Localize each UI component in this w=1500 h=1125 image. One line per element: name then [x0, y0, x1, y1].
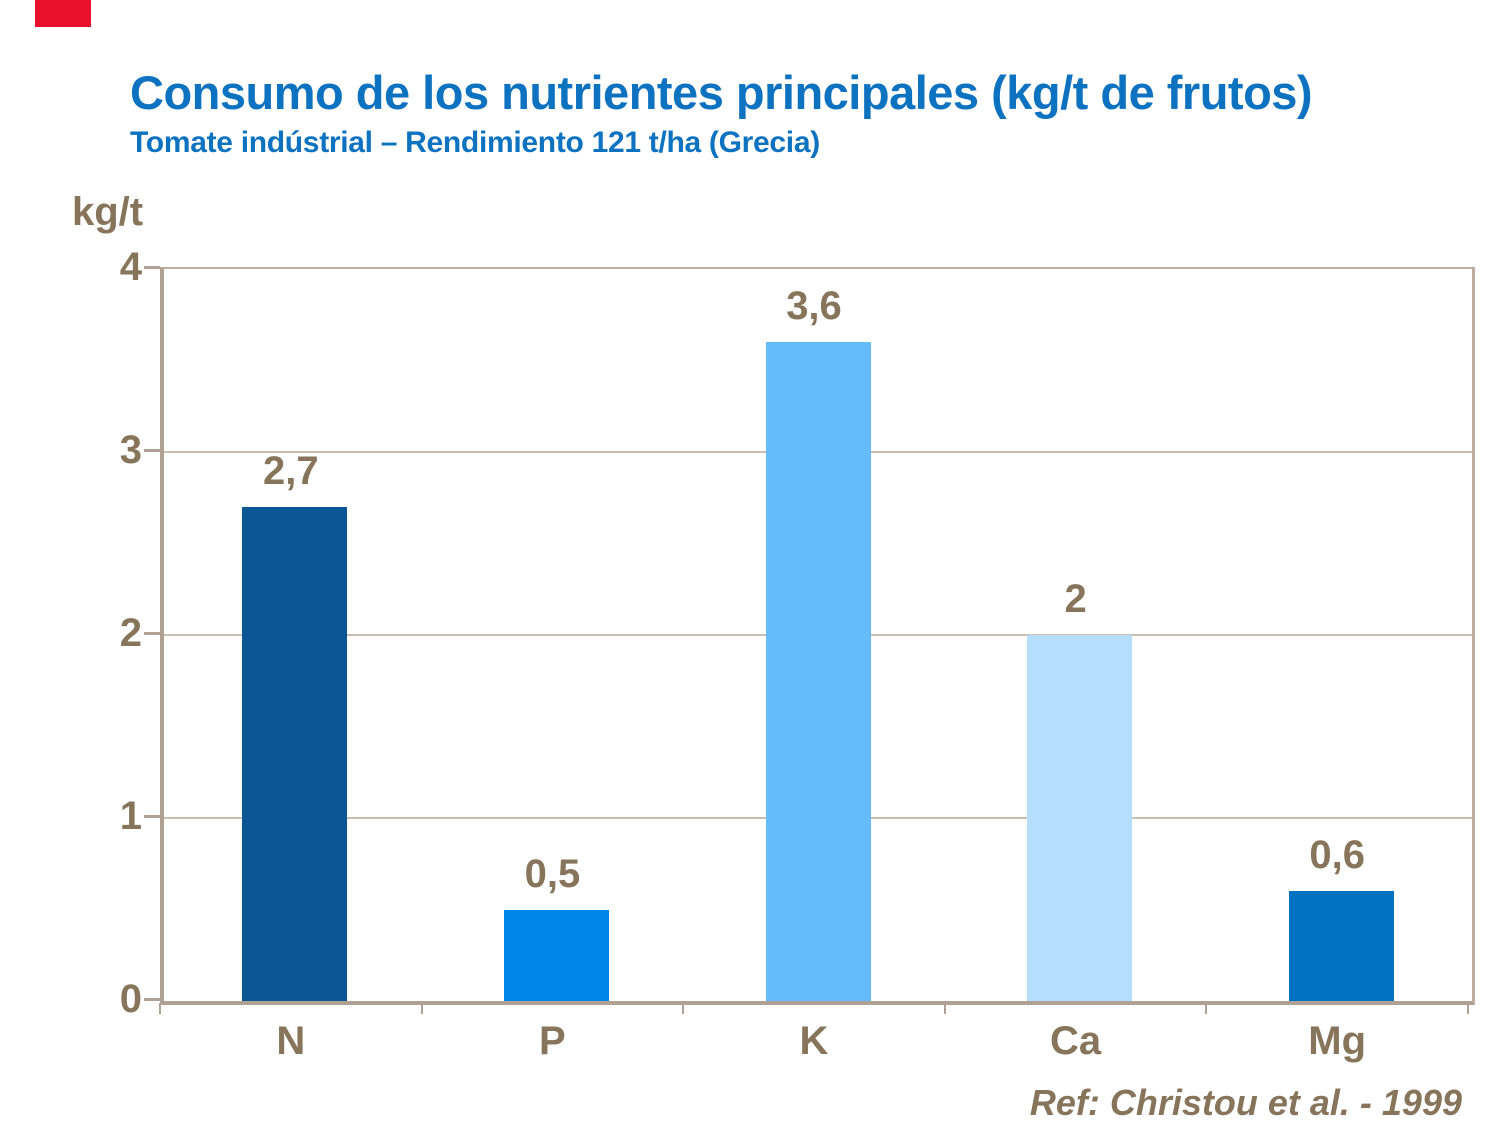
value-label-Mg: 0,6 [1309, 833, 1365, 878]
chart-title: Consumo de los nutrientes principales (k… [130, 66, 1313, 119]
bar-Ca [1027, 635, 1133, 1001]
value-label-N: 2,7 [262, 448, 319, 493]
y-axis-unit-label: kg/t [72, 190, 144, 234]
y-axis-tick-mark-3 [144, 449, 160, 452]
y-axis-tick-mark-0 [144, 998, 160, 1001]
y-axis-tick-label-3: 3 [119, 428, 142, 472]
bar-K [765, 342, 871, 1001]
x-axis-category-label-P: P [539, 1019, 566, 1063]
y-axis-tick-label-1: 1 [119, 794, 142, 838]
x-axis-category-label-N: N [276, 1019, 306, 1063]
value-label-K: 3,6 [786, 284, 842, 329]
x-axis-tick-mark-3 [943, 1003, 946, 1014]
y-axis-tick-label-0: 0 [119, 977, 142, 1021]
y-axis-tick-mark-2 [144, 632, 160, 635]
y-axis-tick-label-2: 2 [119, 611, 142, 655]
x-axis-category-label-K: K [799, 1019, 829, 1063]
value-label-P: 0,5 [524, 851, 581, 896]
x-axis-tick-mark-2 [682, 1003, 685, 1014]
x-axis-tick-mark-0 [159, 1003, 161, 1014]
red-logo-mark [35, 0, 91, 27]
bar-Mg [1288, 891, 1394, 1001]
reference-citation: Ref: Christou et al. - 1999 [1029, 1082, 1462, 1123]
y-axis-tick-label-4: 4 [119, 245, 142, 289]
y-axis-tick-mark-1 [144, 815, 160, 818]
bar-P [503, 909, 609, 1001]
value-label-Ca: 2 [1064, 577, 1087, 621]
plot-area [160, 267, 1475, 1005]
x-axis-tick-mark-1 [420, 1003, 423, 1014]
y-axis-tick-mark-4 [144, 266, 160, 269]
x-axis-category-label-Mg: Mg [1308, 1019, 1367, 1063]
x-axis-tick-mark-4 [1205, 1003, 1208, 1014]
x-axis-category-label-Ca: Ca [1050, 1019, 1102, 1063]
x-axis-tick-mark-5 [1467, 1003, 1469, 1014]
bar-N [242, 506, 348, 1001]
chart-subtitle: Tomate indústrial – Rendimiento 121 t/ha… [130, 126, 820, 159]
